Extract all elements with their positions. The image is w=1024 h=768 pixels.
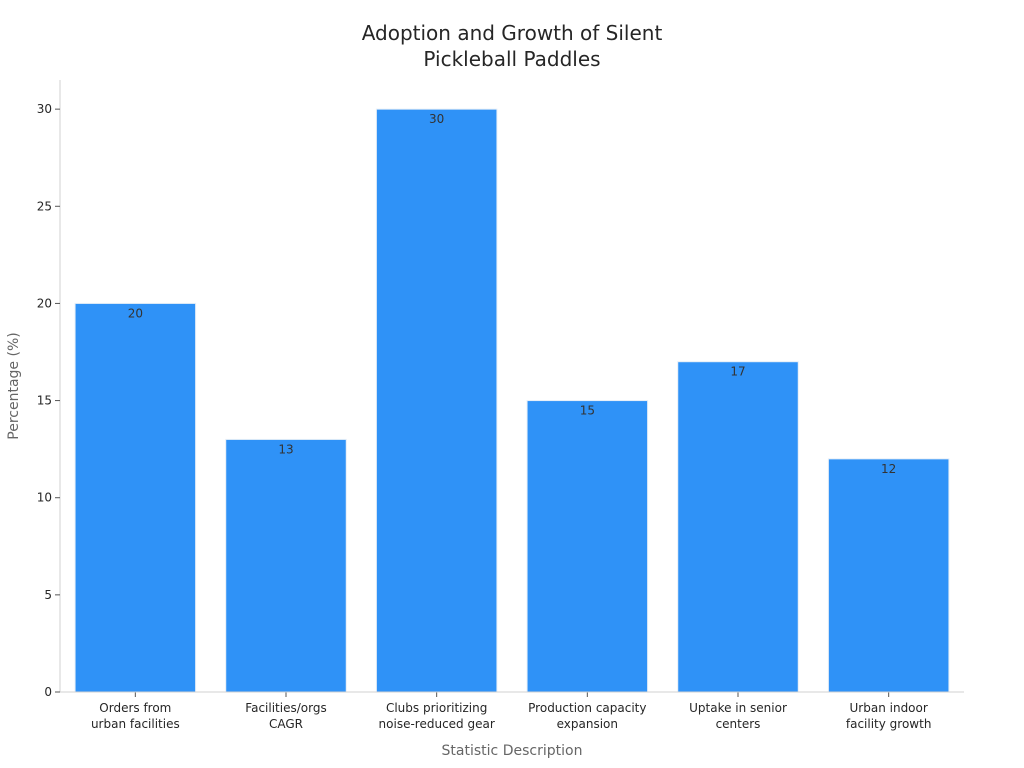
x-tick-label-4-0: Uptake in senior — [689, 701, 787, 715]
chart-title-line-1: Adoption and Growth of Silent — [362, 21, 663, 45]
x-tick-label-3-1: expansion — [557, 717, 618, 731]
data-label-0: 20 — [128, 306, 143, 320]
bar-0 — [74, 302, 197, 693]
bars — [74, 108, 950, 693]
bar-2 — [375, 108, 498, 693]
y-axis-title: Percentage (%) — [6, 332, 22, 439]
x-tick-label-0-1: urban facilities — [91, 717, 180, 731]
y-axis: 0 5 10 15 20 25 30 — [37, 80, 61, 699]
bar-5 — [827, 458, 950, 693]
x-tick-label-2-1: noise-reduced gear — [379, 717, 495, 731]
data-label-2: 30 — [429, 112, 444, 126]
x-tick-label-4-1: centers — [716, 717, 761, 731]
x-axis-title: Statistic Description — [442, 743, 583, 759]
y-tick-label-0: 0 — [44, 685, 52, 699]
x-axis: Orders from urban facilities Facilities/or… — [60, 691, 964, 731]
data-labels: 20 13 30 15 17 12 — [128, 112, 897, 476]
data-label-3: 15 — [580, 404, 595, 418]
data-label-4: 17 — [730, 365, 745, 379]
y-tick-label-2: 10 — [37, 491, 52, 505]
bar-3 — [526, 400, 649, 693]
y-tick-label-5: 25 — [37, 199, 52, 213]
x-tick-label-0-0: Orders from — [99, 701, 171, 715]
y-tick-label-4: 20 — [37, 296, 52, 310]
x-tick-label-2-0: Clubs prioritizing — [386, 701, 487, 715]
bar-1 — [225, 438, 347, 693]
bar-4 — [677, 361, 799, 693]
x-tick-label-3-0: Production capacity — [528, 701, 646, 715]
chart-title: Adoption and Growth of Silent Pickleball… — [362, 21, 663, 71]
chart-title-line-2: Pickleball Paddles — [423, 47, 600, 71]
x-tick-label-5-1: facility growth — [846, 717, 932, 731]
y-tick-label-6: 30 — [37, 102, 52, 116]
x-tick-label-5-0: Urban indoor — [850, 701, 928, 715]
y-tick-label-3: 15 — [37, 394, 52, 408]
x-tick-label-1-0: Facilities/orgs — [245, 701, 326, 715]
y-tick-label-1: 5 — [44, 588, 52, 602]
data-label-1: 13 — [278, 442, 293, 456]
x-tick-label-1-1: CAGR — [269, 717, 303, 731]
data-label-5: 12 — [881, 462, 896, 476]
